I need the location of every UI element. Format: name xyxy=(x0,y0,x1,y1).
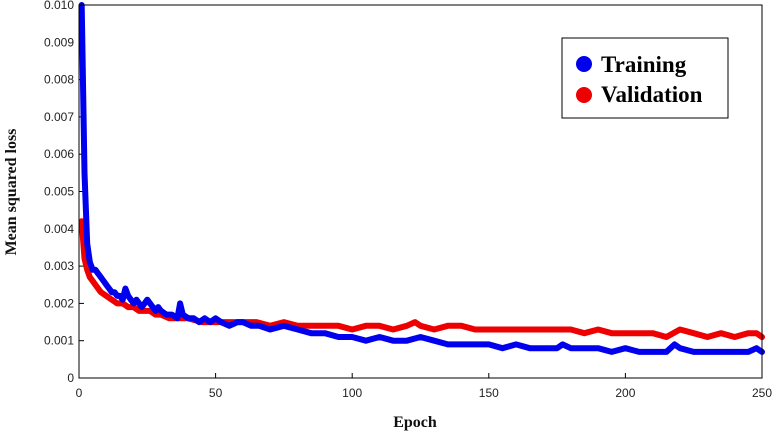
series-line-training xyxy=(78,2,765,355)
x-tick-label: 200 xyxy=(615,386,635,400)
y-axis-title: Mean squared loss xyxy=(3,129,20,256)
legend-label-training: Training xyxy=(601,52,687,77)
x-tick-label: 100 xyxy=(342,386,362,400)
y-tick-label: 0.005 xyxy=(44,185,74,199)
series-layer xyxy=(78,2,765,355)
y-tick-label: 0.002 xyxy=(44,296,74,310)
y-tick-label: 0.006 xyxy=(44,147,74,161)
y-tick-label: 0.008 xyxy=(44,73,74,87)
y-tick-label: 0.001 xyxy=(44,334,74,348)
x-axis-ticks: 0 50 100 150 200 250 xyxy=(76,373,772,400)
x-axis-title: Epoch xyxy=(393,414,437,431)
legend-marker-validation xyxy=(576,87,592,103)
legend-box xyxy=(561,37,729,119)
y-tick-label: 0.007 xyxy=(44,110,74,124)
plot-frame xyxy=(78,4,763,379)
x-tick-label: 250 xyxy=(752,386,772,400)
y-tick-label: 0.010 xyxy=(44,0,74,12)
y-tick-label: 0.003 xyxy=(44,259,74,273)
x-tick-label: 150 xyxy=(479,386,499,400)
y-tick-label: 0.004 xyxy=(44,222,74,236)
y-tick-label: 0.009 xyxy=(44,35,74,49)
y-axis-ticks: 0 0.001 0.002 0.003 0.004 0.005 0.006 0.007 0.00… xyxy=(44,0,84,385)
legend-marker-training xyxy=(576,56,592,72)
x-tick-label: 50 xyxy=(209,386,223,400)
series-line-validation xyxy=(78,218,765,340)
x-tick-label: 0 xyxy=(76,386,83,400)
legend-label-validation: Validation xyxy=(601,82,703,107)
y-tick-label: 0 xyxy=(67,371,74,385)
legend: Training Validation xyxy=(561,37,729,119)
